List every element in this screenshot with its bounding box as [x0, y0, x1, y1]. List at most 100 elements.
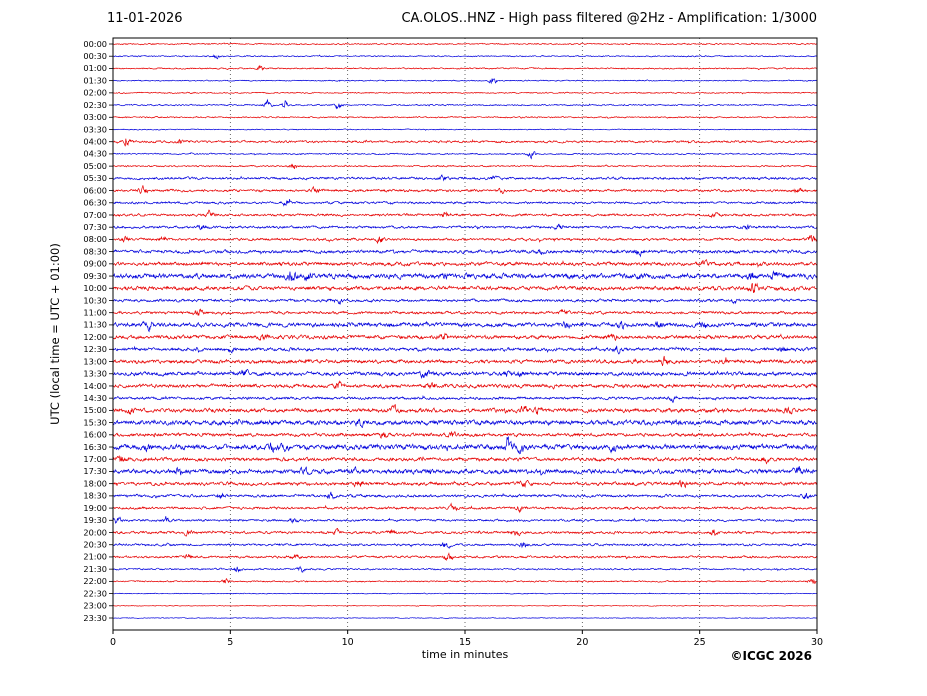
trace-row	[112, 282, 818, 293]
trace-row	[112, 270, 818, 282]
trace-row	[112, 332, 818, 342]
row-time-label: 03:00	[83, 112, 107, 122]
row-time-label: 19:30	[83, 515, 107, 525]
row-time-label: 07:00	[83, 210, 107, 220]
row-time-label: 18:00	[83, 478, 107, 488]
row-time-label: 17:00	[83, 454, 107, 464]
trace-row	[112, 394, 818, 404]
trace-row	[112, 502, 818, 514]
row-time-label: 02:30	[83, 100, 107, 110]
trace-row	[112, 298, 818, 305]
row-time-label: 22:30	[83, 588, 107, 598]
trace-row	[112, 248, 818, 258]
x-tick-label: 5	[227, 637, 233, 648]
date-label: 11-01-2026	[107, 11, 183, 26]
trace-row	[112, 185, 818, 195]
trace-row	[112, 91, 818, 95]
row-time-label: 05:00	[83, 161, 107, 171]
trace-row	[113, 198, 818, 207]
trace-row	[112, 174, 818, 182]
trace-row	[112, 369, 818, 379]
row-time-label: 10:30	[83, 295, 107, 305]
row-time-label: 15:00	[83, 405, 107, 415]
row-time-label: 21:30	[83, 564, 107, 574]
trace-row	[112, 552, 818, 562]
row-time-label: 17:30	[83, 466, 107, 476]
row-time-label: 00:30	[83, 51, 107, 61]
trace-row	[112, 380, 818, 391]
row-time-label: 07:30	[83, 222, 107, 232]
row-time-label: 04:00	[83, 137, 107, 147]
row-time-label: 12:00	[83, 332, 107, 342]
row-time-label: 22:00	[83, 576, 107, 586]
row-time-label: 10:00	[83, 283, 107, 293]
row-time-label: 23:30	[83, 613, 107, 623]
row-time-label: 15:30	[83, 417, 107, 427]
row-time-label: 11:30	[83, 320, 107, 330]
row-time-label: 02:00	[83, 88, 107, 98]
trace-row	[112, 604, 818, 607]
trace-row	[112, 259, 818, 268]
trace-row	[112, 138, 818, 147]
plot-frame	[112, 37, 818, 631]
trace-row	[112, 98, 818, 110]
row-time-label: 16:00	[83, 430, 107, 440]
x-tick-label: 15	[459, 637, 471, 648]
row-time-label: 18:30	[83, 491, 107, 501]
row-time-label: 09:30	[83, 271, 107, 281]
row-time-label: 01:00	[83, 63, 107, 73]
trace-row	[112, 516, 818, 525]
trace-row	[112, 128, 817, 131]
row-time-label: 14:30	[83, 393, 107, 403]
trace-row	[112, 345, 818, 355]
row-time-label: 00:00	[83, 39, 107, 49]
trace-row	[112, 479, 818, 489]
trace-row	[112, 404, 818, 415]
copyright-label: ©ICGC 2026	[730, 649, 812, 663]
row-time-label: 20:30	[83, 540, 107, 550]
trace-row	[112, 151, 818, 160]
y-axis-label: UTC (local time = UTC + 01:00)	[48, 243, 62, 425]
trace-row	[112, 592, 818, 595]
x-tick-label: 30	[811, 637, 823, 648]
row-time-label: 11:00	[83, 307, 107, 317]
row-time-label: 08:30	[83, 246, 107, 256]
row-time-label: 13:30	[83, 369, 107, 379]
trace-row	[112, 163, 818, 169]
trace-row	[112, 455, 818, 465]
x-tick-label: 0	[110, 637, 116, 648]
row-time-label: 13:00	[83, 356, 107, 366]
row-time-label: 03:30	[83, 124, 107, 134]
trace-row	[112, 116, 818, 119]
row-time-label: 06:30	[83, 198, 107, 208]
row-time-label: 19:00	[83, 503, 107, 513]
x-tick-label: 20	[576, 637, 588, 648]
trace-row	[112, 418, 818, 429]
trace-row	[112, 54, 818, 60]
row-time-label: 01:30	[83, 75, 107, 85]
trace-row	[112, 578, 818, 585]
row-time-label: 09:00	[83, 259, 107, 269]
trace-row	[112, 565, 818, 573]
trace-row	[112, 430, 818, 439]
trace-row	[112, 42, 818, 46]
row-time-label: 12:30	[83, 344, 107, 354]
trace-row	[112, 209, 818, 219]
row-time-label: 20:00	[83, 527, 107, 537]
trace-row	[112, 234, 818, 245]
plot-title: CA.OLOS..HNZ - High pass filtered @2Hz -…	[401, 11, 817, 26]
row-time-label: 16:30	[83, 442, 107, 452]
trace-row	[112, 435, 818, 455]
row-time-label: 21:00	[83, 552, 107, 562]
trace-row	[112, 491, 818, 500]
row-time-label: 08:00	[83, 234, 107, 244]
trace-row	[112, 64, 818, 71]
trace-row	[112, 466, 818, 476]
trace-row	[112, 617, 818, 620]
row-time-label: 04:30	[83, 149, 107, 159]
trace-row	[112, 541, 818, 549]
row-time-label: 06:00	[83, 185, 107, 195]
trace-row	[112, 320, 818, 333]
